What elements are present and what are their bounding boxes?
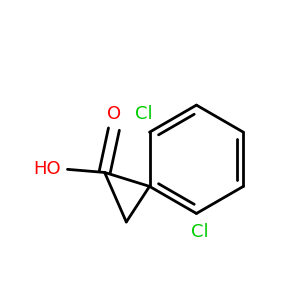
Text: HO: HO [34, 160, 61, 178]
Text: Cl: Cl [134, 105, 152, 123]
Text: O: O [107, 105, 121, 123]
Text: Cl: Cl [191, 223, 208, 241]
